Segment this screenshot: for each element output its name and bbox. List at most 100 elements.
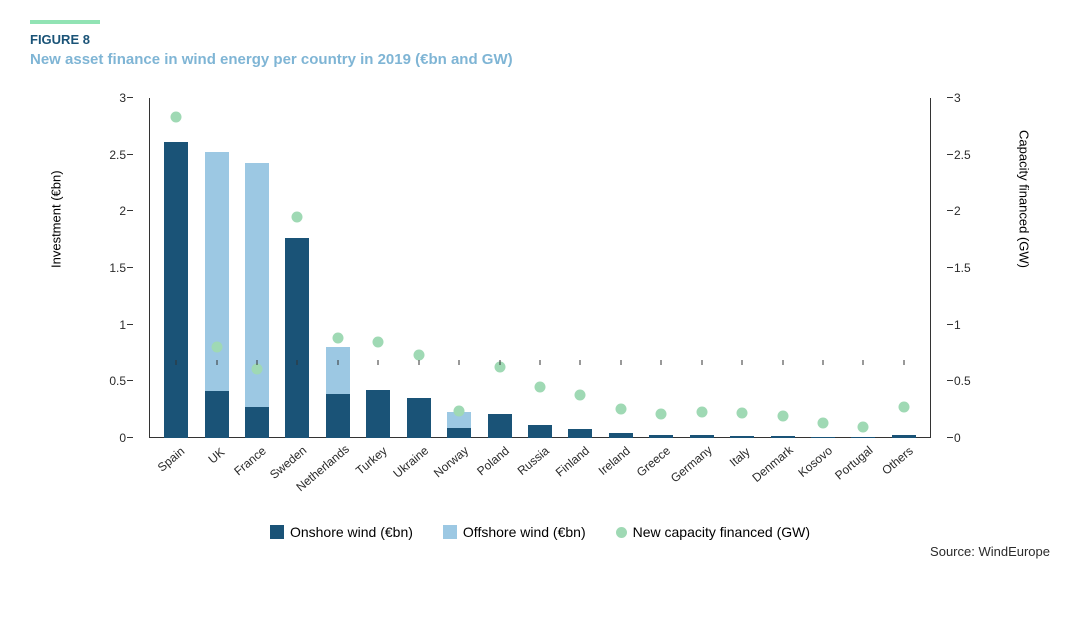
legend-item-capacity: New capacity financed (GW) — [616, 524, 810, 540]
x-axis-label-text: France — [231, 444, 269, 479]
x-axis-label: Others — [884, 440, 924, 518]
x-tick-mark — [418, 360, 419, 365]
y-axis-left-label: Investment (€bn) — [49, 170, 64, 268]
x-tick-mark — [580, 360, 581, 365]
bar-onshore — [285, 238, 309, 438]
bar-stack — [609, 395, 633, 438]
bar-stack — [164, 121, 188, 438]
capacity-dot — [454, 405, 465, 416]
legend-label-onshore: Onshore wind (€bn) — [290, 524, 413, 540]
x-axis-label: France — [237, 440, 277, 518]
x-axis-label: Poland — [479, 440, 519, 518]
x-axis-label: Portugal — [843, 440, 883, 518]
y-tick-left: 2 — [66, 204, 126, 218]
x-tick-mark — [782, 360, 783, 365]
x-axis-label: Spain — [156, 440, 196, 518]
bar-stack — [245, 132, 269, 438]
x-tick-mark — [822, 360, 823, 365]
y-tick-right: 0 — [954, 431, 1014, 445]
bar-slot — [237, 98, 277, 438]
bar-slot — [358, 98, 398, 438]
bar-slot — [884, 98, 924, 438]
x-axis-label-text: Poland — [474, 444, 512, 479]
x-axis-label: Netherlands — [318, 440, 358, 518]
bar-slot — [722, 98, 762, 438]
figure-title: New asset finance in wind energy per cou… — [30, 51, 1050, 68]
x-axis-labels: SpainUKFranceSwedenNetherlandsTurkeyUkra… — [150, 440, 930, 518]
y-tick-left: 0 — [66, 431, 126, 445]
y-tick-mark-right — [947, 437, 953, 438]
y-tick-right: 1.5 — [954, 261, 1014, 275]
legend-label-offshore: Offshore wind (€bn) — [463, 524, 586, 540]
x-axis-label: Russia — [520, 440, 560, 518]
y-tick-mark-left — [127, 324, 133, 325]
x-tick-mark — [661, 360, 662, 365]
x-tick-mark — [863, 360, 864, 365]
x-tick-mark — [459, 360, 460, 365]
bar-slot — [156, 98, 196, 438]
legend-swatch-onshore — [270, 525, 284, 539]
y-tick-right: 1 — [954, 318, 1014, 332]
bar-onshore — [851, 437, 875, 438]
capacity-dot — [858, 421, 869, 432]
bar-onshore — [892, 435, 916, 438]
x-axis-label-text: Ireland — [596, 444, 633, 478]
plot-area — [150, 98, 930, 438]
y-tick-mark-right — [947, 154, 953, 155]
y-tick-left: 0.5 — [66, 374, 126, 388]
capacity-dot — [817, 418, 828, 429]
x-axis-label-text: Turkey — [353, 444, 390, 478]
x-tick-mark — [742, 360, 743, 365]
bar-onshore — [568, 429, 592, 438]
capacity-dot — [252, 363, 263, 374]
bar-stack — [447, 344, 471, 438]
y-tick-mark-left — [127, 380, 133, 381]
bar-offshore — [326, 347, 350, 394]
bar-onshore — [649, 435, 673, 438]
x-axis-label-text: UK — [205, 445, 227, 466]
bar-onshore — [690, 435, 714, 438]
bar-slot — [399, 98, 439, 438]
x-axis-label: UK — [196, 440, 236, 518]
capacity-dot — [656, 409, 667, 420]
x-axis-label-text: Russia — [515, 444, 552, 478]
bars-container — [150, 98, 930, 438]
capacity-dot — [171, 112, 182, 123]
x-axis-label-text: Spain — [155, 444, 188, 474]
bar-stack — [366, 310, 390, 438]
x-axis-label-text: Italy — [727, 445, 753, 470]
y-axis-right: Capacity financed (GW) 00.511.522.53 — [930, 98, 1020, 438]
legend-item-onshore: Onshore wind (€bn) — [270, 524, 413, 540]
y-tick-right: 3 — [954, 91, 1014, 105]
capacity-dot — [575, 389, 586, 400]
x-tick-mark — [540, 360, 541, 365]
legend-item-offshore: Offshore wind (€bn) — [443, 524, 586, 540]
bar-slot — [843, 98, 883, 438]
capacity-dot — [211, 342, 222, 353]
x-axis-label: Ireland — [601, 440, 641, 518]
bar-slot — [762, 98, 802, 438]
bar-slot — [560, 98, 600, 438]
y-tick-mark-left — [127, 437, 133, 438]
bar-slot — [681, 98, 721, 438]
bar-stack — [407, 321, 431, 438]
bar-slot — [641, 98, 681, 438]
capacity-dot — [292, 212, 303, 223]
capacity-dot — [332, 333, 343, 344]
x-tick-mark — [620, 360, 621, 365]
x-axis-label: Turkey — [358, 440, 398, 518]
y-tick-right: 0.5 — [954, 374, 1014, 388]
capacity-dot — [696, 406, 707, 417]
capacity-dot — [535, 382, 546, 393]
bar-slot — [439, 98, 479, 438]
y-tick-mark-right — [947, 380, 953, 381]
y-tick-mark-right — [947, 324, 953, 325]
bar-slot — [479, 98, 519, 438]
bar-slot — [520, 98, 560, 438]
y-tick-mark-right — [947, 97, 953, 98]
source-attribution: Source: WindEurope — [30, 544, 1050, 559]
bar-onshore — [407, 398, 431, 438]
axis-line-right — [930, 98, 931, 438]
bar-offshore — [205, 152, 229, 391]
x-tick-mark — [297, 360, 298, 365]
